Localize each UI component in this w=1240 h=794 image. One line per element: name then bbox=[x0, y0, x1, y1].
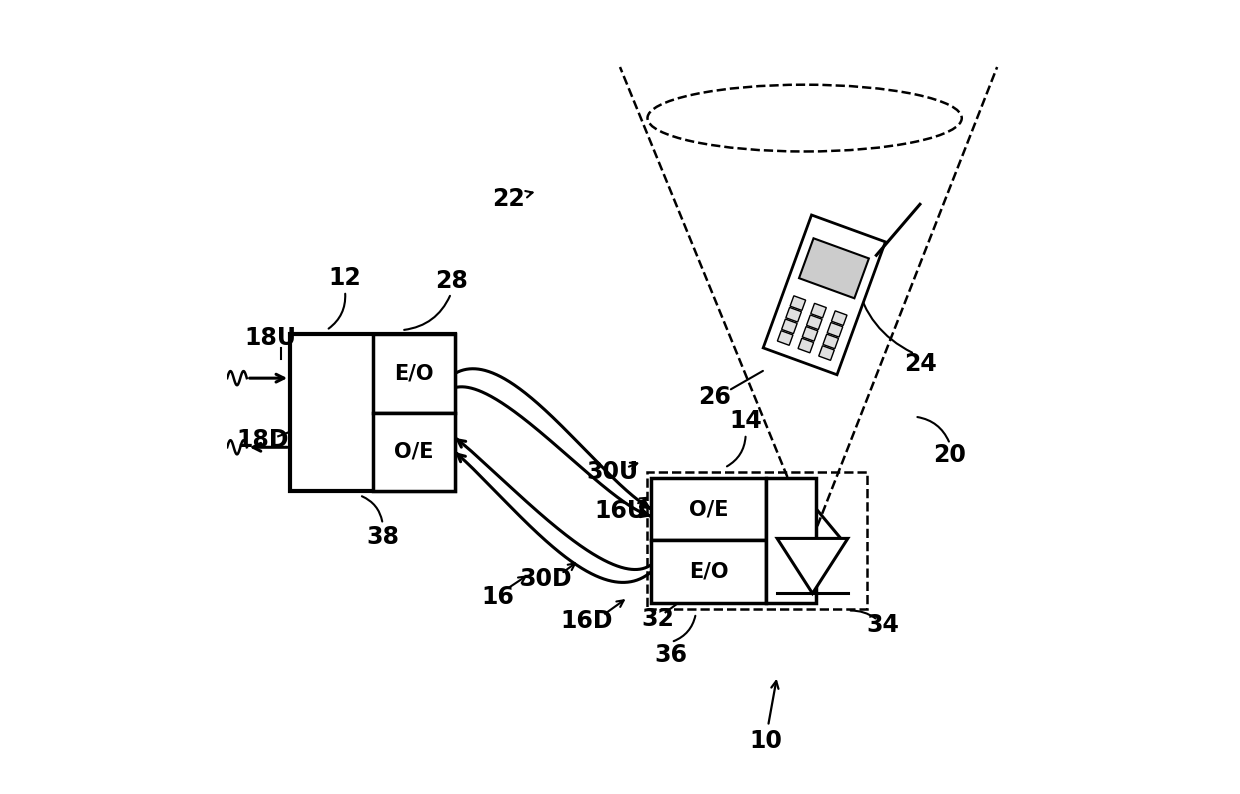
Text: 12: 12 bbox=[329, 265, 361, 290]
Text: 16D: 16D bbox=[560, 609, 614, 633]
Bar bbox=[827, 322, 843, 337]
Text: 28: 28 bbox=[435, 268, 467, 293]
Text: E/O: E/O bbox=[689, 561, 728, 582]
Bar bbox=[799, 238, 869, 299]
Text: 18D: 18D bbox=[237, 428, 289, 453]
Bar bbox=[823, 334, 838, 349]
Bar bbox=[781, 319, 797, 333]
Text: 24: 24 bbox=[904, 352, 936, 376]
Text: 34: 34 bbox=[867, 613, 900, 637]
Bar bbox=[818, 345, 835, 360]
Bar bbox=[290, 334, 455, 491]
Bar bbox=[651, 478, 766, 541]
Text: 38: 38 bbox=[366, 525, 399, 549]
Text: 26: 26 bbox=[698, 385, 730, 409]
Text: 22: 22 bbox=[492, 187, 532, 211]
Polygon shape bbox=[777, 538, 848, 593]
Text: 16: 16 bbox=[482, 585, 515, 609]
Bar bbox=[777, 330, 792, 345]
Text: 30D: 30D bbox=[520, 567, 572, 592]
Text: 30U: 30U bbox=[587, 460, 639, 484]
Bar bbox=[799, 338, 813, 353]
Bar bbox=[806, 315, 822, 330]
Bar bbox=[811, 303, 826, 318]
Bar bbox=[802, 326, 818, 341]
Text: 32: 32 bbox=[641, 607, 675, 630]
Bar bbox=[766, 478, 816, 603]
Bar bbox=[651, 541, 766, 603]
Bar bbox=[790, 296, 806, 310]
Text: E/O: E/O bbox=[394, 364, 434, 384]
Text: 14: 14 bbox=[729, 409, 763, 433]
Text: 36: 36 bbox=[655, 642, 687, 667]
Bar bbox=[372, 413, 455, 491]
Text: O/E: O/E bbox=[394, 442, 434, 462]
Bar bbox=[647, 472, 868, 609]
Text: 16U: 16U bbox=[594, 499, 646, 523]
Text: O/E: O/E bbox=[689, 499, 728, 519]
Bar bbox=[786, 307, 801, 322]
Text: 10: 10 bbox=[749, 681, 781, 754]
Text: 20: 20 bbox=[934, 443, 966, 467]
Bar bbox=[372, 334, 455, 413]
Text: 18U: 18U bbox=[244, 326, 296, 350]
Bar bbox=[832, 310, 847, 326]
Bar bbox=[763, 215, 885, 375]
